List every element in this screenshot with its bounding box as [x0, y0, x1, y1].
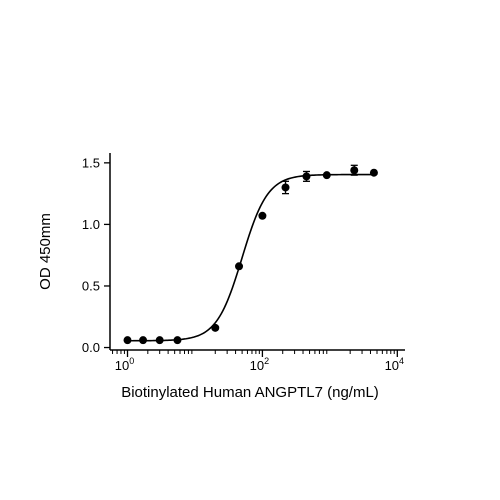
y-tick-label: 1.0 [82, 217, 100, 232]
data-point [139, 336, 148, 345]
x-tick-label: 104 [385, 356, 404, 373]
x-tick-label: 102 [250, 356, 269, 373]
data-point [281, 183, 290, 192]
data-point [123, 336, 132, 345]
data-point [350, 166, 359, 175]
data-point [211, 323, 220, 332]
fit-curve [127, 173, 374, 342]
data-point [235, 262, 244, 271]
y-axis-title: OD 450mm [37, 213, 54, 290]
data-point [322, 171, 331, 180]
data-point [173, 336, 182, 345]
fit-curve-group [127, 173, 374, 342]
x-axis-title: Biotinylated Human ANGPTL7 (ng/mL) [121, 384, 379, 401]
data-point [369, 168, 378, 177]
data-point [155, 336, 164, 345]
y-tick-label: 0.0 [82, 340, 100, 355]
y-ticks: 0.0 0.5 1.0 1.5 [82, 155, 110, 355]
y-tick-label: 1.5 [82, 155, 100, 170]
data-point [302, 172, 311, 181]
y-tick-label: 0.5 [82, 278, 100, 293]
data-point [258, 211, 267, 220]
data-points [123, 164, 378, 345]
x-tick-label: 100 [115, 356, 134, 373]
x-ticks: 100 102 104 [112, 350, 404, 373]
axes [109, 153, 405, 351]
